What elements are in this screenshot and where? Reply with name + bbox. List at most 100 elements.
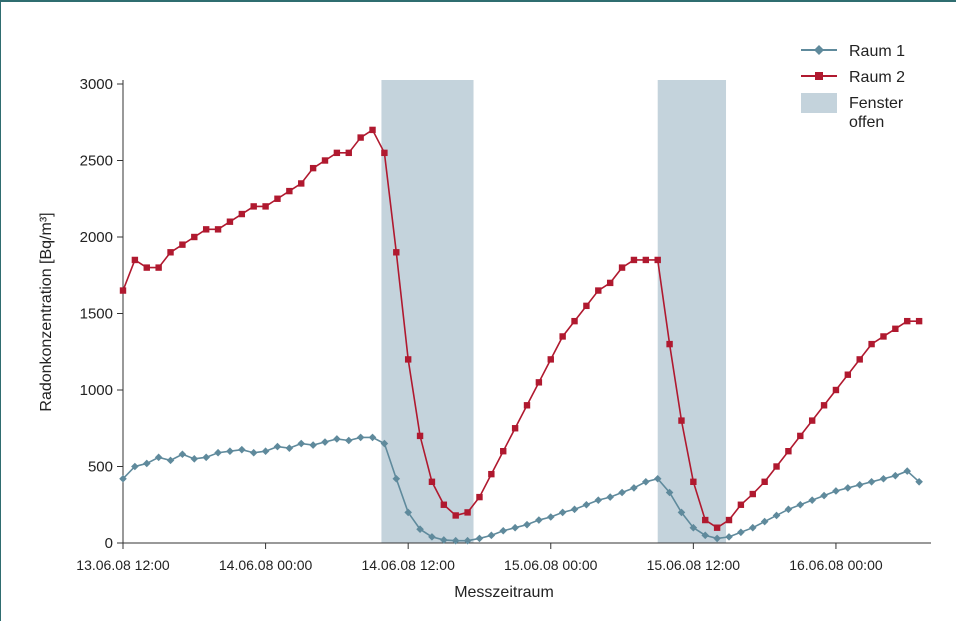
legend-label-line: offen <box>849 114 884 131</box>
series-2-point-43 <box>630 256 638 264</box>
series-1-point-6 <box>190 455 199 463</box>
series-2-point-40 <box>595 287 602 294</box>
series-1-point-57 <box>796 500 805 509</box>
series-1-point-23 <box>392 474 401 483</box>
series-1-point-44 <box>642 478 650 486</box>
series-1-point-42 <box>618 488 626 497</box>
series-1-point-35 <box>535 516 543 524</box>
series-1-point-12 <box>261 447 270 455</box>
series-2-point-20 <box>357 134 364 141</box>
series-1-point-30 <box>475 534 484 543</box>
series-2-point-10 <box>238 210 246 218</box>
series-2-point-27 <box>440 501 448 508</box>
series-1-point-27 <box>440 536 448 544</box>
series-2-point-23 <box>393 249 400 256</box>
series-1-point-38 <box>570 505 579 514</box>
series-2-point-39 <box>583 302 590 310</box>
series-1-point-49 <box>701 531 710 540</box>
x-tick-label-2: 14.06.08 12:00 <box>361 557 455 573</box>
series-1-point-18 <box>333 435 341 443</box>
series-2-point-52 <box>737 501 745 508</box>
series-1-point-17 <box>321 438 329 446</box>
legend-label-3: Fenster offen <box>849 95 904 131</box>
series-1-point-64 <box>879 474 888 483</box>
legend-label-1: Raum 1 <box>849 43 905 60</box>
series-2-point-24 <box>404 356 412 363</box>
series-2-point-53 <box>749 490 756 498</box>
series-2-point-19 <box>345 149 352 157</box>
series-2-point-38 <box>571 317 578 325</box>
window-open-regions <box>381 80 727 543</box>
series-2-point-49 <box>702 516 709 524</box>
series-1-point-47 <box>677 508 686 517</box>
series-1-point-29 <box>463 536 472 545</box>
series-1-point-48 <box>689 523 698 532</box>
series-1-point-56 <box>784 505 793 514</box>
series-2-point-37 <box>559 333 566 340</box>
series-2-point-5 <box>179 241 186 248</box>
series-2-point-57 <box>797 432 804 440</box>
series-1-point-32 <box>499 526 508 535</box>
series-1-point-34 <box>523 520 531 529</box>
series-2-point-34 <box>523 402 531 409</box>
series-1-point-25 <box>416 525 424 534</box>
y-axis-label: Radonkonzentration [Bq/m³] <box>38 212 55 411</box>
series-1-point-4 <box>166 456 175 465</box>
series-1-point-50 <box>713 534 721 543</box>
series-2-point-6 <box>191 233 198 241</box>
y-tick-label-0: 0 <box>105 535 113 552</box>
y-tick-label-1500: 1500 <box>80 306 113 323</box>
series-1-point-3 <box>154 453 163 462</box>
series-1-point-65 <box>891 471 900 480</box>
series-2-point-8 <box>214 226 222 233</box>
series-1-point-0 <box>119 474 127 483</box>
series-line-1 <box>122 436 920 542</box>
series-2-point-61 <box>844 371 852 378</box>
x-tick-label-3: 15.06.08 00:00 <box>504 557 598 573</box>
series-1-point-55 <box>772 511 781 520</box>
series-1-point-2 <box>142 459 151 468</box>
series-1-point-39 <box>582 500 591 509</box>
x-tick-label-0: 13.06.08 12:00 <box>76 557 170 573</box>
series-2-point-21 <box>369 126 376 134</box>
series-2-point-55 <box>773 463 780 470</box>
series-2-point-54 <box>761 478 768 485</box>
series-2-point-12 <box>262 203 269 210</box>
series-1-point-54 <box>760 517 769 526</box>
legend: Raum 1 Raum 2 Fenster offen <box>801 43 905 131</box>
series-2-point-67 <box>915 317 923 325</box>
y-tick-label-1000: 1000 <box>80 382 113 399</box>
legend-label-line: Raum 1 <box>849 43 905 60</box>
series-2-point-14 <box>286 187 293 195</box>
series-1-point-45 <box>653 474 662 483</box>
series-1-point-26 <box>428 533 436 541</box>
x-tick-label-4: 15.06.08 12:00 <box>647 557 741 573</box>
series-2-point-56 <box>785 448 792 455</box>
series-2-point-26 <box>428 478 436 485</box>
legend-label-2: Raum 2 <box>849 69 905 86</box>
series-2-point-46 <box>666 340 673 348</box>
series-2-point-17 <box>321 157 329 164</box>
series-2-point-50 <box>713 524 721 531</box>
series-1-point-21 <box>368 433 377 442</box>
series-1-point-43 <box>630 484 638 492</box>
x-tick-label-1: 14.06.08 00:00 <box>219 557 313 573</box>
series-2-point-29 <box>464 509 471 516</box>
series-1-point-10 <box>238 445 246 454</box>
series-1-point-22 <box>380 439 389 448</box>
data-series <box>119 126 923 545</box>
series-2-point-51 <box>725 516 733 524</box>
series-1-point-62 <box>855 481 864 489</box>
series-2-point-36 <box>547 356 554 363</box>
series-1-point-66 <box>903 467 912 475</box>
series-2-point-33 <box>511 425 519 432</box>
series-2-point-1 <box>131 256 139 264</box>
series-1-point-41 <box>606 493 614 501</box>
legend-label-line: Raum 2 <box>849 69 905 86</box>
series-1-point-20 <box>356 433 365 442</box>
legend-patch-3 <box>801 93 837 113</box>
series-1-point-58 <box>808 496 816 504</box>
series-1-point-60 <box>832 487 840 495</box>
legend-marker-2 <box>815 72 823 80</box>
